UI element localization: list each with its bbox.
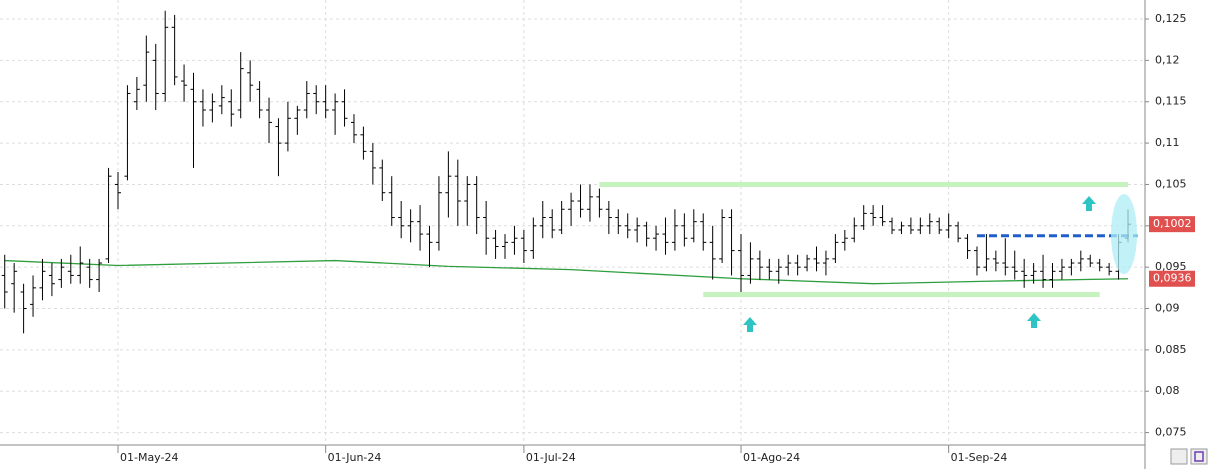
- y-tick-label: 0,075: [1155, 426, 1187, 439]
- highlight-ellipse: [1111, 194, 1137, 274]
- x-tick-label: 01-May-24: [120, 451, 178, 464]
- price-label: 0,1002: [1153, 217, 1192, 230]
- y-tick-label: 0,12: [1155, 53, 1180, 66]
- y-tick-label: 0,11: [1155, 136, 1180, 149]
- arrow-up: [1027, 313, 1041, 328]
- y-tick-label: 0,115: [1155, 95, 1187, 108]
- price-label-box: [1149, 216, 1195, 233]
- toolbar-button[interactable]: [1170, 448, 1188, 465]
- y-tick-label: 0,085: [1155, 343, 1187, 356]
- front-layer: 0,0750,080,0850,090,0950,10,1050,110,115…: [117, 12, 1195, 464]
- save-icon: [1194, 451, 1204, 462]
- x-tick-label: 01-Ago-24: [743, 451, 800, 464]
- price-label: 0,0936: [1153, 272, 1192, 285]
- x-tick-label: 01-Sep-24: [951, 451, 1008, 464]
- moving-average: [4, 259, 1129, 285]
- y-tick-label: 0,09: [1155, 302, 1180, 315]
- plot-area: [0, 0, 1145, 445]
- y-tick-label: 0,095: [1155, 260, 1187, 273]
- arrows: [743, 196, 1096, 332]
- y-tick-label: 0,08: [1155, 384, 1180, 397]
- price-label-box: [1149, 270, 1195, 287]
- x-tick-label: 01-Jun-24: [328, 451, 382, 464]
- arrow-up: [1082, 196, 1096, 211]
- arrow-up: [743, 317, 757, 332]
- chart-layer: [0, 0, 1145, 445]
- x-tick-label: 01-Jul-24: [526, 451, 576, 464]
- y-tick-label: 0,105: [1155, 177, 1187, 190]
- y-tick-label: 0,125: [1155, 12, 1187, 25]
